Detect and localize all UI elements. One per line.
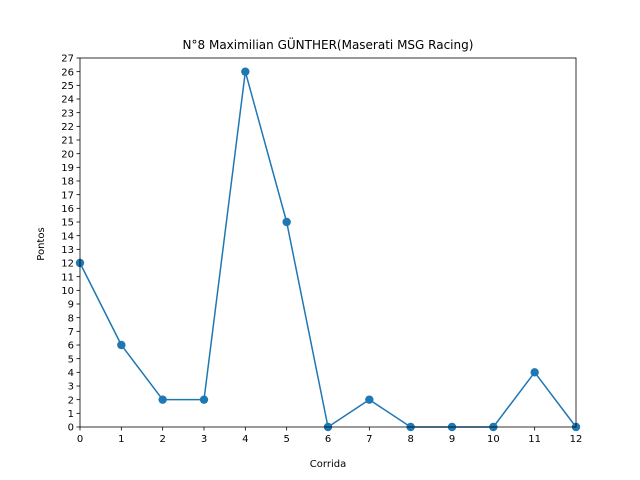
x-tick-label: 7 xyxy=(366,434,372,445)
x-tick-label: 11 xyxy=(528,434,541,445)
y-tick-label: 21 xyxy=(61,136,74,147)
y-tick-label: 7 xyxy=(68,327,74,338)
x-tick-label: 3 xyxy=(201,434,207,445)
y-tick-label: 10 xyxy=(61,286,74,297)
data-point xyxy=(241,67,250,76)
y-tick-label: 4 xyxy=(68,368,74,379)
y-tick-label: 2 xyxy=(68,395,74,406)
x-tick-label: 6 xyxy=(325,434,331,445)
y-tick-label: 17 xyxy=(61,190,74,201)
plot-frame xyxy=(79,57,577,428)
y-tick-label: 3 xyxy=(68,382,74,393)
x-tick-label: 4 xyxy=(242,434,248,445)
y-tick-label: 0 xyxy=(68,423,74,434)
y-tick-label: 23 xyxy=(61,108,74,119)
y-tick-label: 11 xyxy=(61,272,74,283)
x-tick-label: 5 xyxy=(283,434,289,445)
x-tick-label: 9 xyxy=(449,434,455,445)
data-point xyxy=(282,217,291,227)
y-tick-label: 26 xyxy=(61,67,74,78)
y-tick-label: 6 xyxy=(68,341,74,352)
y-tick-label: 5 xyxy=(68,354,74,365)
y-tick-label: 16 xyxy=(61,204,74,215)
data-point xyxy=(158,395,167,404)
y-tick-label: 18 xyxy=(61,177,74,188)
data-point xyxy=(365,395,374,404)
x-tick-label: 1 xyxy=(118,434,124,445)
y-tick-label: 12 xyxy=(61,259,74,270)
y-tick-label: 25 xyxy=(61,81,74,92)
y-tick-label: 14 xyxy=(61,231,74,242)
y-tick-label: 20 xyxy=(61,149,74,160)
y-axis-label: Pontos xyxy=(36,227,47,260)
x-axis-ticks: 0 1 2 3 4 5 6 7 8 9 10 11 12 xyxy=(77,427,583,445)
x-tick-label: 10 xyxy=(487,434,500,445)
y-tick-label: 8 xyxy=(68,313,74,324)
x-axis-label: Corrida xyxy=(310,459,346,470)
data-point xyxy=(117,340,126,350)
y-tick-label: 13 xyxy=(61,245,74,256)
y-tick-label: 27 xyxy=(61,54,74,65)
y-tick-label: 19 xyxy=(61,163,74,174)
y-tick-label: 15 xyxy=(61,218,74,229)
y-tick-label: 1 xyxy=(68,409,74,420)
y-tick-label: 9 xyxy=(68,300,74,311)
y-axis-ticks: 0123456789101112131415161718192021222324… xyxy=(61,54,80,434)
x-tick-label: 0 xyxy=(77,434,83,445)
data-point xyxy=(530,368,539,377)
y-tick-label: 24 xyxy=(61,95,74,106)
data-point xyxy=(199,395,209,404)
chart-title: N°8 Maximilian GÜNTHER(Maserati MSG Raci… xyxy=(183,36,474,52)
y-tick-label: 22 xyxy=(61,122,74,133)
x-tick-label: 12 xyxy=(570,434,583,445)
x-tick-label: 2 xyxy=(159,434,165,445)
x-tick-label: 8 xyxy=(407,434,413,445)
